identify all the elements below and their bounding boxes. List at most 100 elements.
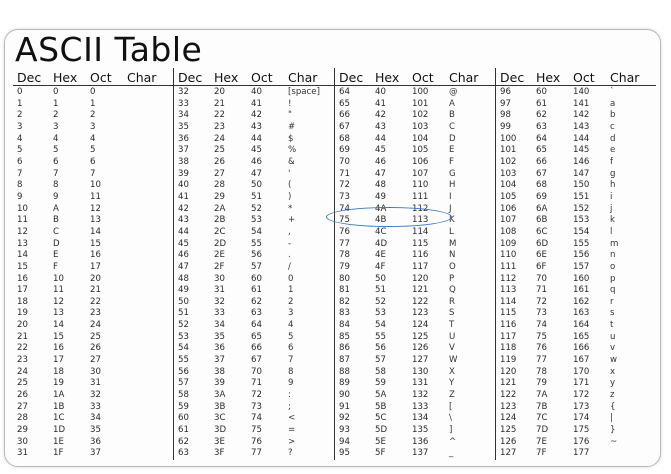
- cell-char: +: [288, 215, 296, 226]
- cell-oct: 57: [251, 261, 262, 272]
- cell-oct: 131: [412, 378, 429, 389]
- cell-char: O: [449, 261, 456, 272]
- cell-oct: 25: [90, 331, 101, 342]
- table-row: 118 76 166 v: [496, 343, 656, 355]
- cell-oct: 41: [251, 98, 262, 109]
- column-header-char: Char: [610, 70, 640, 85]
- cell-dec: 66: [339, 110, 350, 121]
- column-header-char: Char: [288, 70, 318, 85]
- table-row: 87 57 127 W: [335, 355, 495, 367]
- cell-hex: 5D: [375, 425, 388, 436]
- cell-oct: 110: [412, 180, 429, 191]
- cell-oct: 161: [573, 285, 590, 296]
- cell-oct: 55: [251, 238, 262, 249]
- cell-oct: 71: [251, 378, 262, 389]
- cell-char: n: [610, 250, 616, 261]
- cell-oct: 35: [90, 425, 101, 436]
- cell-char: Y: [449, 378, 455, 389]
- column-header-oct: Oct: [573, 70, 595, 85]
- cell-hex: 10: [53, 273, 64, 284]
- column-header-hex: Hex: [53, 70, 78, 85]
- cell-oct: 106: [412, 156, 429, 167]
- table-row: 37 25 45%: [174, 145, 334, 157]
- cell-oct: 175: [573, 425, 590, 436]
- cell-hex: 26: [214, 156, 225, 167]
- cell-oct: 4: [90, 133, 96, 144]
- cell-char: Q: [449, 285, 456, 296]
- cell-dec: 29: [17, 425, 28, 436]
- cell-dec: 101: [500, 145, 517, 156]
- cell-hex: 3E: [214, 436, 225, 447]
- cell-oct: 31: [90, 378, 101, 389]
- cell-hex: 38: [214, 366, 225, 377]
- cell-char: 9: [288, 378, 294, 389]
- table-row: 73 49 111 I: [335, 192, 495, 204]
- cell-dec: 41: [178, 191, 189, 202]
- cell-oct: 147: [573, 168, 590, 179]
- table-row: 20 14 24: [13, 320, 173, 332]
- cell-dec: 15: [17, 261, 28, 272]
- cell-dec: 85: [339, 331, 350, 342]
- cell-oct: 114: [412, 226, 429, 237]
- cell-oct: 42: [251, 110, 262, 121]
- cell-hex: 11: [53, 285, 64, 296]
- table-row: 93 5D 135]: [335, 425, 495, 437]
- cell-oct: 163: [573, 308, 590, 319]
- table-row: 3 3 3: [13, 122, 173, 134]
- cell-char: s: [610, 308, 615, 319]
- cell-dec: 13: [17, 238, 28, 249]
- cell-oct: 70: [251, 366, 262, 377]
- table-row: 59 3B 73;: [174, 402, 334, 414]
- cell-char: k: [610, 215, 615, 226]
- table-row: 63 3F 77?: [174, 448, 334, 460]
- cell-oct: 157: [573, 261, 590, 272]
- cell-hex: 66: [536, 156, 547, 167]
- table-row: 57 39 71 9: [174, 378, 334, 390]
- cell-hex: 5B: [375, 401, 387, 412]
- cell-hex: 47: [375, 168, 386, 179]
- cell-char: P: [449, 273, 455, 284]
- cell-hex: A: [53, 203, 59, 214]
- cell-char: @: [449, 87, 458, 97]
- cell-dec: 34: [178, 110, 189, 121]
- cell-dec: 33: [178, 98, 189, 109]
- cell-oct: 120: [412, 273, 429, 284]
- cell-oct: 164: [573, 320, 590, 331]
- cell-char: c: [610, 121, 615, 132]
- cell-dec: 40: [178, 180, 189, 191]
- cell-char: [127, 250, 173, 262]
- cell-char: [127, 343, 173, 355]
- cell-char: [127, 180, 173, 192]
- cell-oct: 122: [412, 296, 429, 307]
- table-row: 12 C 14: [13, 227, 173, 239]
- cell-oct: 33: [90, 401, 101, 412]
- cell-dec: 106: [500, 203, 517, 214]
- table-row: 65 41 101 A: [335, 99, 495, 111]
- cell-hex: 31: [214, 285, 225, 296]
- cell-char: R: [449, 296, 455, 307]
- cell-char: o: [610, 261, 616, 272]
- table-row: 89 59 131 Y: [335, 378, 495, 390]
- cell-char: [127, 285, 173, 297]
- cell-oct: 77: [251, 448, 262, 459]
- cell-char: 6: [288, 343, 294, 354]
- cell-dec: 54: [178, 343, 189, 354]
- cell-dec: 67: [339, 121, 350, 132]
- cell-dec: 47: [178, 261, 189, 272]
- cell-oct: 105: [412, 145, 429, 156]
- table-row: 68 44 104 D: [335, 134, 495, 146]
- cell-hex: 4F: [375, 261, 386, 272]
- cell-char: T: [449, 320, 455, 331]
- cell-char: [127, 239, 173, 251]
- cell-hex: 23: [214, 121, 225, 132]
- column-header-dec: Dec: [178, 70, 203, 85]
- cell-char: [127, 378, 173, 390]
- cell-hex: 44: [375, 133, 386, 144]
- cell-dec: 46: [178, 250, 189, 261]
- table-row: 55 37 67 7: [174, 355, 334, 367]
- cell-char: {: [610, 401, 616, 412]
- cell-dec: 5: [17, 145, 23, 156]
- cell-hex: 3C: [214, 413, 226, 424]
- table-row: 127 7F 177: [496, 448, 656, 460]
- cell-dec: 18: [17, 296, 28, 307]
